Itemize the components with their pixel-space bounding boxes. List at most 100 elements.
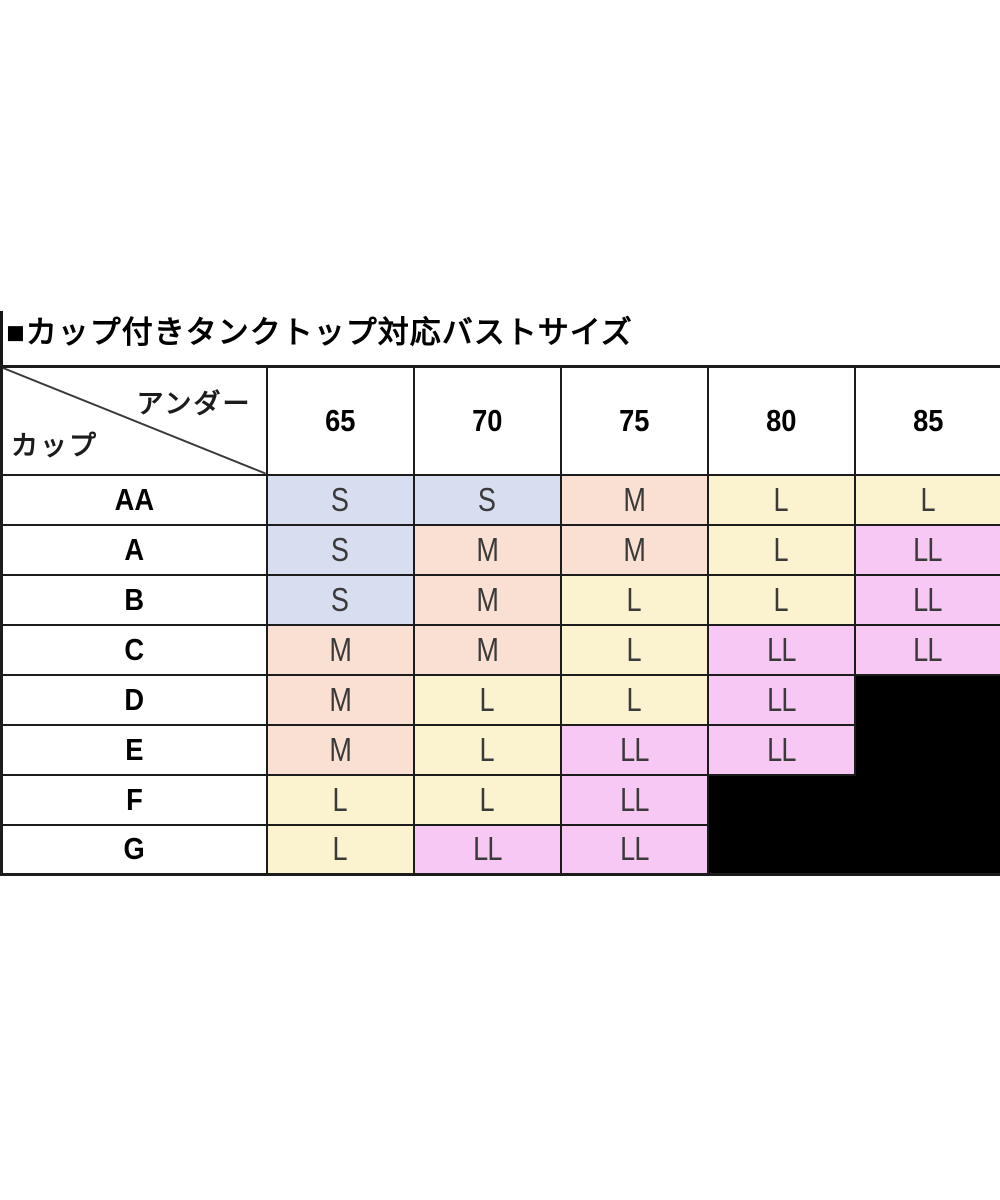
size-value: L — [773, 480, 789, 518]
size-cell: S — [265, 523, 415, 576]
size-cell: M — [265, 623, 415, 676]
size-value: L — [626, 680, 642, 718]
table-row-F: F L L LL — [0, 773, 1000, 826]
size-value: LL — [766, 730, 796, 768]
size-value: M — [476, 580, 499, 618]
size-value: M — [476, 630, 499, 668]
size-chart-table: アンダー カップ 65 70 75 80 85 AA S S M L L A S M M L LL B S M L L L… — [0, 365, 1000, 876]
row-header-label: C — [124, 631, 145, 667]
size-cell: LL — [706, 623, 856, 676]
column-header-70: 70 — [412, 365, 562, 476]
size-cell: M — [265, 673, 415, 726]
size-value: L — [479, 780, 495, 818]
table-row-AA: AA S S M L L — [0, 473, 1000, 526]
row-header-cup: G — [0, 823, 268, 876]
column-header-80: 80 — [706, 365, 856, 476]
under-bust-label: アンダー — [136, 389, 252, 419]
size-value: L — [332, 780, 348, 818]
size-cell: L — [412, 723, 562, 776]
row-header-label: B — [124, 581, 145, 617]
column-header-85: 85 — [853, 365, 1000, 476]
size-cell-unavailable — [853, 723, 1000, 776]
size-cell: S — [265, 573, 415, 626]
size-cell: LL — [853, 523, 1000, 576]
size-cell: L — [559, 673, 709, 726]
row-header-label: E — [125, 731, 144, 767]
size-cell: L — [706, 473, 856, 526]
size-value: M — [476, 530, 499, 568]
column-header-label: 75 — [618, 402, 650, 438]
size-value: M — [329, 680, 352, 718]
size-cell: L — [412, 773, 562, 826]
row-header-cup: F — [0, 773, 268, 826]
size-cell: LL — [706, 673, 856, 726]
size-cell-unavailable — [853, 673, 1000, 726]
size-cell: M — [412, 523, 562, 576]
size-value: S — [478, 480, 496, 518]
column-header-label: 85 — [912, 402, 943, 438]
size-cell-unavailable — [706, 823, 856, 876]
size-cell: LL — [853, 573, 1000, 626]
row-header-cup: C — [0, 623, 268, 676]
table-row-B: B S M L L LL — [0, 573, 1000, 626]
header-row: アンダー カップ 65 70 75 80 85 — [0, 365, 1000, 476]
size-value: S — [331, 480, 349, 518]
row-header-cup: A — [0, 523, 268, 576]
size-value: S — [331, 530, 349, 568]
corner-cell: アンダー カップ — [0, 365, 268, 476]
size-value: M — [623, 530, 646, 568]
size-value: L — [773, 580, 789, 618]
size-cell: LL — [559, 773, 709, 826]
size-cell: M — [412, 573, 562, 626]
size-value: LL — [619, 830, 649, 868]
size-value: LL — [913, 630, 943, 668]
size-cell: L — [706, 523, 856, 576]
column-header-label: 80 — [765, 402, 797, 438]
size-cell: LL — [706, 723, 856, 776]
row-header-label: AA — [114, 481, 154, 517]
size-value: L — [479, 680, 495, 718]
table-row-G: G L LL LL — [0, 823, 1000, 876]
size-value: LL — [472, 830, 502, 868]
left-edge-line — [0, 311, 3, 368]
size-cell: S — [265, 473, 415, 526]
size-value: M — [329, 630, 352, 668]
table-row-D: D M L L LL — [0, 673, 1000, 726]
size-cell: M — [412, 623, 562, 676]
size-value: LL — [619, 780, 649, 818]
column-header-label: 70 — [471, 402, 503, 438]
size-cell-unavailable — [706, 773, 856, 826]
row-header-label: D — [124, 681, 145, 717]
row-header-label: G — [123, 831, 145, 867]
page-title: ■カップ付きタンクトップ対応バストサイズ — [6, 315, 633, 350]
diagonal-line — [3, 368, 265, 473]
size-value: M — [329, 730, 352, 768]
column-header-65: 65 — [265, 365, 415, 476]
size-value: L — [479, 730, 495, 768]
size-value: LL — [619, 730, 649, 768]
column-header-75: 75 — [559, 365, 709, 476]
size-value: LL — [766, 630, 796, 668]
size-cell: LL — [559, 823, 709, 876]
size-value: LL — [913, 530, 943, 568]
size-cell: L — [559, 573, 709, 626]
row-header-cup: E — [0, 723, 268, 776]
size-cell: M — [559, 473, 709, 526]
size-value: L — [920, 480, 936, 518]
size-cell: L — [412, 673, 562, 726]
size-cell: L — [853, 473, 1000, 526]
size-cell: S — [412, 473, 562, 526]
cup-label: カップ — [11, 430, 98, 461]
size-value: LL — [766, 680, 796, 718]
row-header-cup: AA — [0, 473, 268, 526]
column-header-label: 65 — [324, 402, 356, 438]
size-cell-unavailable — [853, 823, 1000, 876]
size-cell: LL — [853, 623, 1000, 676]
size-value: S — [331, 580, 349, 618]
size-cell: M — [559, 523, 709, 576]
size-cell: L — [559, 623, 709, 676]
table-body: AA S S M L L A S M M L LL B S M L L LL C M M L LL LL D M L L LL E M L LL… — [0, 473, 1000, 876]
table-row-A: A S M M L LL — [0, 523, 1000, 576]
size-cell: LL — [412, 823, 562, 876]
